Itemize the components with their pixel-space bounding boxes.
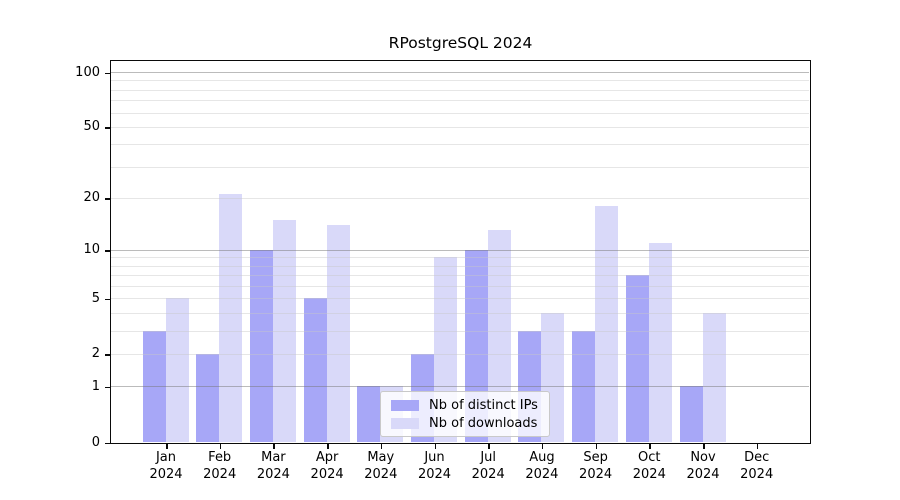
x-tick-label-mar: Mar 2024	[256, 450, 290, 482]
gridline-5	[111, 298, 809, 300]
bar-nb-of-downloads-sep	[595, 206, 619, 442]
gridline-6	[111, 286, 809, 288]
legend-row: Nb of distinct IPs	[389, 398, 541, 413]
bar-nb-of-distinct-ips-apr	[303, 298, 327, 442]
x-tick-label-jul: Jul 2024	[471, 450, 505, 482]
x-tick-label-jan: Jan 2024	[149, 450, 183, 482]
bar-nb-of-downloads-jul	[487, 230, 511, 442]
bar-nb-of-distinct-ips-mar	[249, 249, 273, 442]
x-tick-label-dec: Dec 2024	[740, 450, 774, 482]
bar-nb-of-distinct-ips-nov	[679, 386, 703, 442]
bar-nb-of-distinct-ips-may	[357, 386, 381, 442]
x-tick-mark-mar	[273, 444, 275, 449]
gridline-70	[111, 100, 809, 102]
y-tick-mark	[105, 127, 110, 129]
y-tick-mark	[105, 386, 110, 389]
chart-title: RPostgreSQL 2024	[388, 34, 533, 52]
gridline-40	[111, 144, 809, 146]
x-tick-mark-feb	[219, 444, 222, 449]
y-tick-mark	[105, 354, 110, 356]
y-tick-mark	[105, 298, 110, 301]
x-tick-label-nov: Nov 2024	[686, 450, 720, 482]
bar-nb-of-downloads-oct	[648, 242, 672, 442]
plot-area	[110, 60, 811, 444]
x-tick-label-may: May 2024	[364, 450, 398, 482]
x-tick-label-aug: Aug 2024	[525, 450, 559, 482]
gridline-7	[111, 275, 809, 277]
x-tick-label-feb: Feb 2024	[203, 450, 237, 482]
gridline-30	[111, 166, 809, 168]
bar-nb-of-distinct-ips-oct	[625, 275, 649, 442]
gridline-9	[111, 257, 809, 259]
y-tick-mark	[105, 442, 110, 444]
y-tick-label-10: 10	[83, 242, 100, 258]
legend-swatch-distinct-ips-icon	[391, 399, 419, 411]
x-tick-mark-sep	[595, 444, 598, 449]
bar-nb-of-downloads-feb	[219, 194, 243, 442]
x-tick-mark-aug	[541, 444, 544, 449]
gridline-2	[111, 353, 809, 355]
y-tick-label-20: 20	[83, 190, 100, 206]
x-tick-mark-oct	[649, 444, 651, 449]
gridline-60	[111, 112, 809, 114]
y-tick-label-50: 50	[83, 119, 100, 135]
gridline-1	[111, 386, 809, 388]
x-tick-label-oct: Oct 2024	[632, 450, 666, 482]
legend: Nb of distinct IPs Nb of downloads	[380, 391, 550, 437]
legend-swatch-downloads-icon	[391, 417, 419, 429]
legend-row: Nb of downloads	[389, 416, 541, 431]
gridline-80	[111, 89, 809, 91]
x-tick-mark-jul	[488, 444, 490, 449]
bar-nb-of-downloads-nov	[702, 313, 726, 442]
y-tick-label-5: 5	[91, 290, 100, 306]
y-tick-mark	[105, 198, 110, 200]
x-tick-mark-may	[380, 444, 383, 449]
gridline-4	[111, 313, 809, 314]
x-tick-label-apr: Apr 2024	[310, 450, 344, 482]
x-tick-mark-jan	[166, 444, 168, 449]
gridline-10	[111, 249, 809, 251]
grid-layer	[111, 61, 809, 442]
legend-label: Nb of distinct IPs	[429, 397, 538, 413]
gridline-50	[111, 126, 809, 128]
y-tick-label-100: 100	[75, 64, 100, 80]
bar-nb-of-distinct-ips-feb	[196, 353, 220, 442]
x-tick-label-jun: Jun 2024	[417, 450, 452, 482]
y-tick-label-1: 1	[91, 378, 100, 394]
bar-nb-of-downloads-jan	[165, 298, 189, 442]
y-tick-mark	[105, 72, 110, 75]
x-tick-mark-dec	[756, 444, 759, 449]
gridline-90	[111, 80, 809, 82]
y-tick-label-2: 2	[91, 346, 100, 362]
gridline-8	[111, 265, 809, 267]
x-tick-label-sep: Sep 2024	[579, 450, 613, 482]
gridline-100	[111, 72, 809, 74]
gridline-3	[111, 330, 809, 332]
y-tick-label-0: 0	[91, 434, 100, 450]
legend-label: Nb of downloads	[429, 415, 538, 431]
y-tick-mark	[105, 250, 110, 252]
gridline-20	[111, 197, 809, 199]
bar-nb-of-downloads-apr	[326, 224, 350, 442]
x-tick-mark-nov	[703, 444, 705, 449]
x-tick-mark-apr	[327, 444, 329, 449]
x-tick-mark-jun	[434, 444, 436, 449]
